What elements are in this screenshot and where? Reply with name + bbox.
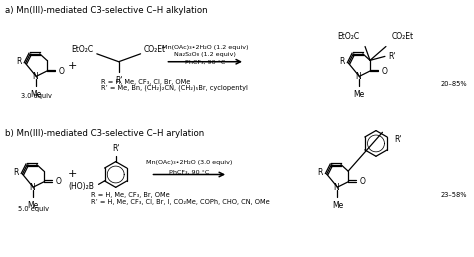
Text: N: N	[356, 72, 361, 81]
Text: 3.0 equiv: 3.0 equiv	[21, 93, 52, 99]
Text: CO₂Et: CO₂Et	[144, 45, 166, 54]
Text: R': R'	[394, 135, 401, 144]
Text: EtO₂C: EtO₂C	[337, 32, 359, 41]
Text: Me: Me	[27, 201, 39, 210]
Text: a) Mn(III)-mediated C3-selective C–H alkylation: a) Mn(III)-mediated C3-selective C–H alk…	[5, 6, 208, 15]
Text: 23–58%: 23–58%	[440, 192, 466, 198]
Text: PhCF₃, 90 °C: PhCF₃, 90 °C	[185, 60, 225, 65]
Text: R: R	[339, 57, 345, 66]
Text: EtO₂C: EtO₂C	[72, 45, 94, 54]
Text: Na₂S₂O₈ (1.2 equiv): Na₂S₂O₈ (1.2 equiv)	[174, 52, 236, 57]
Text: +: +	[68, 61, 78, 71]
Text: R’ = H, Me, CF₃, Cl, Br, I, CO₂Me, COPh, CHO, CN, OMe: R’ = H, Me, CF₃, Cl, Br, I, CO₂Me, COPh,…	[91, 199, 270, 205]
Text: Me: Me	[30, 90, 42, 99]
Text: N: N	[334, 183, 339, 192]
Text: Me: Me	[332, 201, 343, 210]
Text: R': R'	[115, 76, 122, 85]
Text: R = H, Me, CF₃, Cl, Br, OMe: R = H, Me, CF₃, Cl, Br, OMe	[101, 79, 190, 85]
Text: +: +	[68, 170, 78, 179]
Text: R: R	[13, 168, 18, 177]
Text: PhCF₃, 90 °C: PhCF₃, 90 °C	[169, 170, 210, 175]
Text: CO₂Et: CO₂Et	[392, 32, 414, 41]
Text: O: O	[382, 67, 388, 76]
Text: R': R'	[388, 52, 395, 61]
Text: R’ = Me, Bn, (CH₂)₂CN, (CH₂)₅Br, cyclopentyl: R’ = Me, Bn, (CH₂)₂CN, (CH₂)₅Br, cyclope…	[101, 85, 248, 91]
Text: R': R'	[112, 144, 119, 153]
Text: O: O	[360, 177, 366, 186]
Text: R: R	[317, 168, 323, 177]
Text: 5.0 equiv: 5.0 equiv	[18, 206, 49, 212]
Text: (HO)₂B: (HO)₂B	[68, 182, 94, 191]
Text: Mn(OAc)₃•2H₂O (3.0 equiv): Mn(OAc)₃•2H₂O (3.0 equiv)	[146, 160, 232, 165]
Text: N: N	[29, 183, 35, 192]
Text: O: O	[56, 177, 62, 186]
Text: R: R	[16, 57, 21, 66]
Text: R = H, Me, CF₃, Br, OMe: R = H, Me, CF₃, Br, OMe	[91, 192, 170, 198]
Text: O: O	[59, 67, 65, 76]
Text: b) Mn(III)-mediated C3-selective C–H arylation: b) Mn(III)-mediated C3-selective C–H ary…	[5, 129, 205, 138]
Text: Mn(OAc)₃•2H₂O (1.2 equiv): Mn(OAc)₃•2H₂O (1.2 equiv)	[162, 45, 248, 50]
Text: N: N	[32, 72, 38, 81]
Text: 20–85%: 20–85%	[440, 81, 466, 87]
Text: Me: Me	[354, 90, 365, 99]
